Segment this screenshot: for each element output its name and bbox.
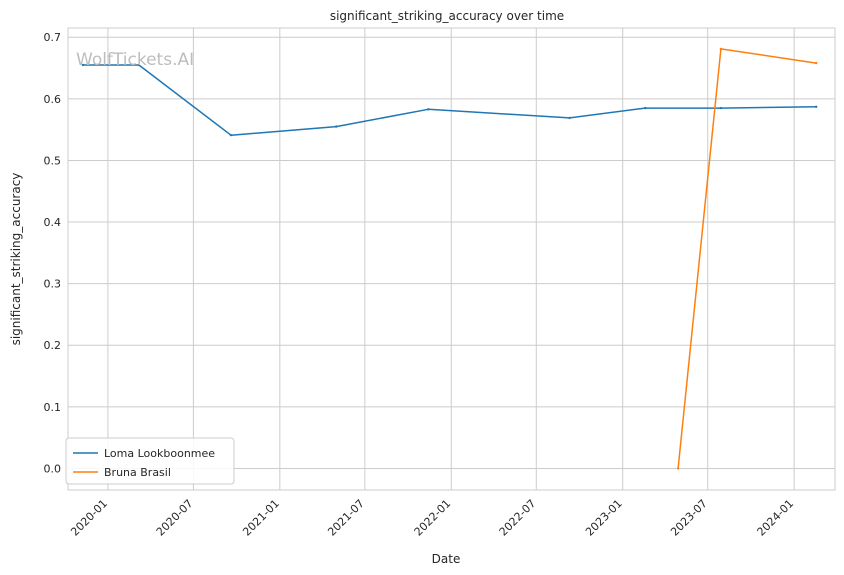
y-tick-label: 0.0 [44, 462, 62, 475]
data-point-loma-lookboonmee [568, 116, 571, 120]
y-tick-label: 0.3 [44, 278, 62, 291]
y-tick-label: 0.6 [44, 93, 62, 106]
legend-label-loma-lookboonmee: Loma Lookboonmee [104, 447, 215, 460]
data-point-loma-lookboonmee [137, 63, 141, 67]
x-tick-label: 2021-07 [325, 497, 367, 539]
watermark: WolfTickets.AI [76, 50, 194, 70]
x-tick-label: 2023-01 [583, 497, 625, 539]
x-tick-label: 2021-01 [240, 497, 282, 539]
data-point-loma-lookboonmee [427, 108, 430, 111]
y-tick-label: 0.4 [44, 216, 62, 229]
data-point-loma-lookboonmee [644, 106, 647, 110]
y-tick-label: 0.2 [44, 339, 62, 352]
data-point-bruna-brasil [719, 47, 723, 51]
x-tick-label: 2020-01 [68, 497, 110, 539]
legend-box [65, 437, 235, 485]
y-tick-label: 0.7 [44, 31, 62, 44]
x-tick-label: 2023-07 [668, 497, 710, 539]
data-point-loma-lookboonmee [815, 105, 818, 109]
data-point-loma-lookboonmee [334, 125, 338, 128]
data-point-bruna-brasil [676, 467, 680, 470]
y-tick-label: 0.1 [44, 401, 62, 414]
y-tick-label: 0.5 [44, 154, 62, 167]
data-point-loma-lookboonmee [229, 133, 233, 137]
y-axis-label: significant_striking_accuracy [9, 173, 23, 346]
chart-title: significant_striking_accuracy over time [330, 9, 564, 23]
x-tick-label: 2020-07 [154, 497, 196, 539]
data-point-bruna-brasil [815, 61, 818, 65]
data-point-loma-lookboonmee [719, 106, 723, 110]
data-point-loma-lookboonmee [81, 63, 85, 67]
legend: Loma Lookboonmee Bruna Brasil [65, 437, 235, 485]
x-axis-label: Date [432, 552, 461, 566]
x-tick-label: 2022-07 [497, 497, 539, 539]
x-tick-label: 2022-01 [412, 497, 454, 539]
series-layer [81, 47, 818, 470]
x-tick-label: 2024-01 [755, 497, 797, 539]
legend-label-bruna-brasil: Bruna Brasil [104, 466, 171, 479]
